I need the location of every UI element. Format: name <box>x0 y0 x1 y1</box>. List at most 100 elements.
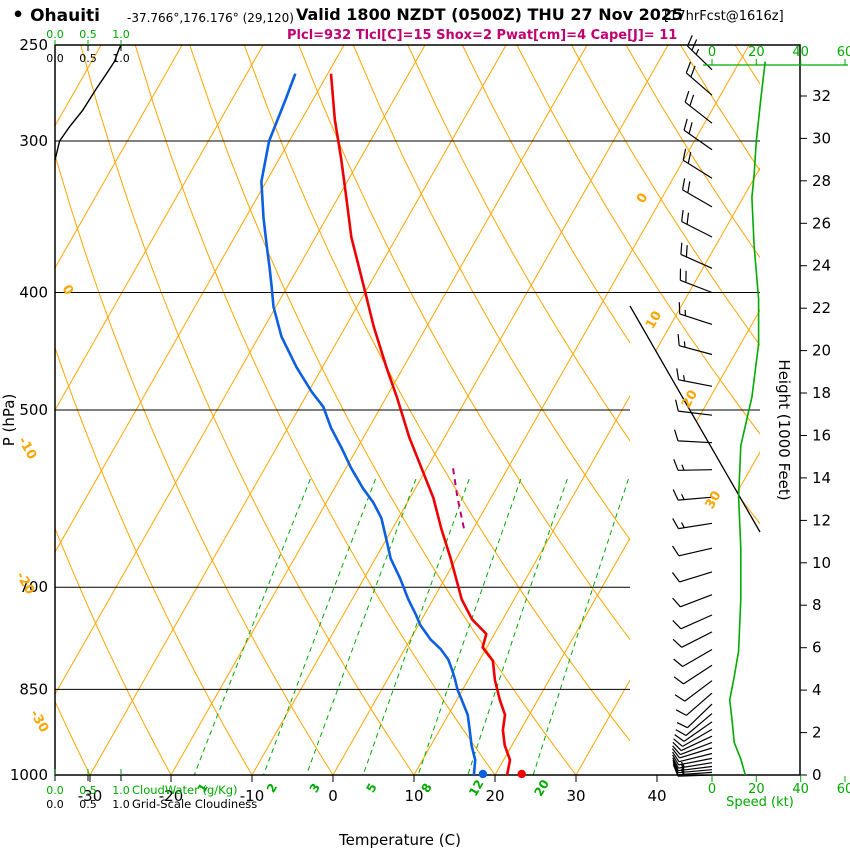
station-line: • Ohauiti <box>12 4 100 26</box>
height-tick-label: 30 <box>812 129 831 147</box>
height-tick-label: 20 <box>812 342 831 360</box>
dewpoint-curve <box>260 73 488 779</box>
cloudiness-axis-title: Grid-Scale Cloudiness <box>132 797 257 811</box>
surface-dewpoint-dot <box>478 769 488 779</box>
wind-barb <box>676 368 713 387</box>
wind-barb <box>674 721 713 742</box>
temp-tick-label: 30 <box>566 787 585 805</box>
speed-tick-label: 60 <box>837 782 850 797</box>
cloudwater-scale-label: 1.0 <box>112 28 130 41</box>
wind-barb <box>673 459 713 471</box>
wind-barb <box>675 713 713 737</box>
temp-tick-label: 0 <box>328 787 338 805</box>
pressure-gridlines <box>55 140 760 690</box>
valid-time: Valid 1800 NZDT (0500Z) THU 27 Nov 2025 <box>296 5 684 24</box>
pressure-tick-label: 850 <box>19 680 48 698</box>
wind-barb <box>673 728 713 747</box>
dry-adiabat-line <box>516 45 760 775</box>
cloudwater-scale-label: 0.0 <box>46 28 64 41</box>
wind-barb <box>674 429 713 444</box>
wind-barb <box>671 545 713 557</box>
temp-tick-label: -30 <box>78 787 103 805</box>
speed-tick-label: 40 <box>792 782 809 797</box>
mixing-ratio-lines <box>193 478 629 775</box>
temperature-curve <box>329 73 526 779</box>
wind-barb <box>672 751 713 763</box>
wind-barb <box>685 61 713 96</box>
isotherm-label: 0 <box>634 191 652 206</box>
wind-barb <box>672 518 713 530</box>
wind-barb <box>673 664 713 685</box>
wind-barb <box>678 302 713 325</box>
wind-barb <box>672 489 713 501</box>
height-tick-label: 24 <box>812 257 831 275</box>
dry-adiabat-line <box>189 45 577 775</box>
wind-barb <box>672 757 713 769</box>
mixing-ratio-line <box>193 478 311 775</box>
height-tick-label: 26 <box>812 214 831 232</box>
mixing-ratio-label: 3 <box>307 781 323 795</box>
mixing-ratio-line <box>467 478 568 775</box>
wind-barb <box>672 735 713 752</box>
wind-barbs <box>671 35 713 777</box>
cloudiness-scale-label: 0.5 <box>79 52 97 65</box>
speed-tick-label: 60 <box>837 45 850 60</box>
temp-tick-label: 10 <box>404 787 423 805</box>
wind-barb <box>680 242 713 269</box>
speed-line <box>728 61 766 776</box>
dry-adiabat-line <box>80 45 415 775</box>
cloudwater-axis-title: CloudWater (g/Kg) <box>132 783 238 797</box>
wind-barb <box>682 178 713 208</box>
wind-barb <box>676 703 713 729</box>
station-bullet-icon: • <box>12 4 25 26</box>
height-tick-label: 0 <box>812 766 822 784</box>
wind-barb <box>686 35 713 71</box>
speed-axis-title: Speed (kt) <box>726 795 794 810</box>
cloudiness-scale-label: 0.5 <box>79 798 97 811</box>
pressure-tick-label: 250 <box>19 36 48 54</box>
wind-barb <box>672 631 713 648</box>
wind-barb <box>675 399 713 416</box>
pressure-tick-label: 500 <box>19 401 48 419</box>
mixing-ratio-line <box>417 478 522 775</box>
pressure-axis-title: P (hPa) <box>0 394 18 447</box>
height-axis-title: Height (1000 Feet) <box>775 359 793 500</box>
station-name: Ohauiti <box>30 6 100 26</box>
height-tick-label: 10 <box>812 554 831 572</box>
dry-adiabat-line <box>844 45 850 775</box>
dry-adiabat-line <box>571 45 760 775</box>
wind-barb <box>677 334 713 356</box>
temperature-axis-title: Temperature (C) <box>338 831 461 849</box>
cloudwater-scale-label: 1.0 <box>112 784 130 797</box>
mixing-ratio-line <box>362 478 470 775</box>
height-tick-label: 2 <box>812 724 822 742</box>
speed-profile <box>728 61 766 776</box>
wind-barb <box>675 692 713 716</box>
dry-adiabat-line <box>134 45 496 775</box>
mixing-ratio-label: 2 <box>264 781 280 795</box>
pressure-tick-label: 400 <box>19 283 48 301</box>
height-tick-label: 28 <box>812 172 831 190</box>
wind-barb <box>682 148 713 179</box>
wind-barb <box>671 747 713 759</box>
dry-adiabat-line <box>243 45 658 775</box>
dry-adiabat-label: 0 <box>59 283 77 298</box>
cloudiness-scale-label: 1.0 <box>112 798 130 811</box>
dry-adiabat-line <box>790 45 850 775</box>
dry-adiabat-line <box>55 45 253 775</box>
dewpoint-line <box>260 73 477 776</box>
wind-barb <box>672 759 713 772</box>
wind-barb <box>672 741 713 756</box>
speed-tick-label: 20 <box>748 45 765 60</box>
wind-barb <box>673 648 713 668</box>
cloudiness-scale-label: 1.0 <box>112 52 130 65</box>
mixing-ratio-label: 20 <box>532 777 552 798</box>
mixing-ratio-label: 5 <box>364 781 380 795</box>
isotherm-label: 10 <box>643 309 665 332</box>
cloudwater-scale-label: 0.5 <box>79 28 97 41</box>
wind-barb <box>672 594 713 608</box>
wind-barb <box>681 209 713 238</box>
temp-tick-label: -10 <box>240 787 265 805</box>
